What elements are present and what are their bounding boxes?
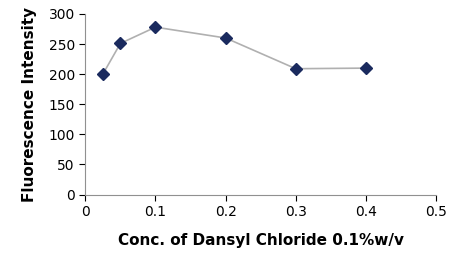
Y-axis label: Fluorescence Intensity: Fluorescence Intensity bbox=[22, 7, 37, 202]
X-axis label: Conc. of Dansyl Chloride 0.1%w/v: Conc. of Dansyl Chloride 0.1%w/v bbox=[118, 233, 404, 248]
